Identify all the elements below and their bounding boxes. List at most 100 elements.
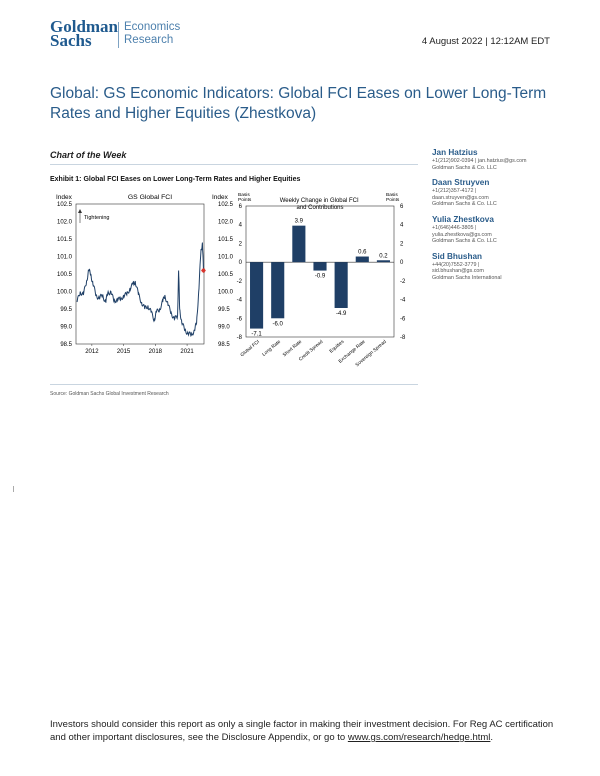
goldman-sachs-logo: Goldman Sachs — [50, 17, 119, 50]
line-chart-ytick-left: 100.5 — [57, 272, 73, 278]
contact-name[interactable]: Yulia Zhestkova — [432, 214, 494, 224]
line-chart-xtick: 2012 — [85, 349, 99, 355]
bar-chart-ylabel-right-line2: Points — [386, 197, 400, 203]
bar-credit-spread — [313, 262, 327, 271]
line-chart-xtick: 2021 — [180, 349, 194, 355]
line-chart-ytick-right: 98.5 — [218, 342, 230, 348]
bar-value-label: -4.9 — [336, 311, 347, 317]
latest-value-marker — [201, 268, 206, 273]
bar-category-label: Short Rate — [282, 339, 304, 359]
line-chart-ytick-left: 101.0 — [57, 255, 73, 261]
author-contacts: Jan Hatzius +1(212)902-0394 | jan.hatziu… — [432, 148, 572, 289]
dept-line1: Economics — [124, 21, 181, 33]
line-chart-ytick-right: 100.5 — [218, 272, 234, 278]
bar-chart-ytick-left: -2 — [237, 279, 243, 285]
bar-value-label: -6.0 — [273, 321, 284, 327]
bar-exchange-rate — [355, 256, 369, 263]
bar-chart-ytick-left: -6 — [237, 316, 243, 322]
bar-chart-frame — [245, 205, 395, 338]
contact-line[interactable]: +1(212)902-0394 | jan.hatzius@gs.com — [432, 158, 527, 164]
contact-line[interactable]: daan.struyven@gs.com — [432, 194, 489, 201]
line-chart-ytick-left: 102.5 — [57, 202, 73, 208]
contact-card: Daan Struyven +1(212)357-4172 | daan.str… — [432, 178, 572, 208]
contact-card: Jan Hatzius +1(212)902-0394 | jan.hatziu… — [432, 148, 572, 171]
line-chart-ytick-right: 102.0 — [218, 220, 234, 226]
bar-long-rate — [271, 262, 285, 319]
bar-chart-ytick-left: -4 — [237, 298, 243, 304]
bar-category-label: Global FCI — [239, 339, 260, 358]
disclaimer-text: Investors should consider this report as… — [50, 719, 554, 743]
contact-line[interactable]: sid.bhushan@gs.com — [432, 268, 484, 275]
line-chart-ytick-left: 99.0 — [60, 325, 72, 331]
disclaimer-end: . — [490, 732, 494, 743]
contact-line: +1(212)357-4172 | — [432, 188, 477, 195]
contact-line: Goldman Sachs & Co. LLC — [432, 164, 497, 171]
line-chart-ytick-left: 99.5 — [60, 307, 72, 313]
bar-chart-ylabel-right: Basis Points — [386, 192, 400, 203]
bar-chart-ylabel-left-line1: Basis — [238, 192, 250, 198]
contact-line: Goldman Sachs & Co. LLC — [432, 238, 497, 245]
bar-chart-ytick-left: 0 — [239, 260, 243, 266]
bar-value-label: 0.6 — [358, 250, 367, 256]
logo-divider — [118, 22, 119, 48]
line-chart-ylabel-right: Index — [212, 194, 229, 201]
bar-chart-ytick-right: 6 — [400, 204, 404, 210]
line-chart-xtick: 2015 — [117, 349, 131, 355]
bar-chart-ytick-left: 2 — [239, 241, 243, 247]
bar-chart-ytick-left: -8 — [237, 335, 243, 341]
logo-line1: Goldman — [50, 17, 119, 36]
line-chart-ytick-left: 102.0 — [57, 220, 73, 226]
report-title: Global: GS Economic Indicators: Global F… — [50, 85, 547, 122]
bar-chart-ytick-right: 2 — [400, 241, 404, 247]
bar-value-label: 0.2 — [379, 253, 388, 259]
exhibit-charts: Index Index GS Global FCI Tightening 102… — [56, 192, 406, 368]
bar-chart-ytick-right: -2 — [400, 279, 406, 285]
weekly-change-bar-chart: Basis Points Basis Points Weekly Change … — [237, 192, 406, 368]
contact-line[interactable]: yulia.zhestkova@gs.com — [432, 231, 492, 238]
bar-value-label: -7.1 — [251, 332, 262, 338]
line-chart-ylabel-left: Index — [56, 194, 73, 201]
line-chart-ytick-left: 100.0 — [57, 290, 73, 296]
section-divider — [50, 164, 418, 165]
bar-chart-ytick-right: 0 — [400, 260, 404, 266]
bar-chart-ytick-left: 4 — [239, 223, 243, 229]
bar-chart-title-line2: and Contributions — [296, 205, 343, 211]
bar-global-fci — [250, 262, 264, 329]
bar-equities — [334, 262, 348, 308]
logo-line2: Sachs — [50, 31, 92, 50]
contact-card: Yulia Zhestkova +1(646)446-3805 | yulia.… — [432, 215, 572, 245]
contact-name[interactable]: Sid Bhushan — [432, 251, 483, 261]
bar-chart-ytick-right: -4 — [400, 298, 406, 304]
bar-value-label: -0.9 — [315, 274, 326, 280]
line-chart-ytick-right: 99.5 — [218, 307, 230, 313]
bar-chart-ylabel-right-line1: Basis — [386, 192, 398, 198]
line-chart-title: GS Global FCI — [128, 194, 172, 201]
bar-chart-ylabel-left: Basis Points — [238, 192, 252, 203]
bar-chart-title-line1: Weekly Change in Global FCI — [280, 198, 359, 204]
contact-name[interactable]: Daan Struyven — [432, 178, 490, 188]
contact-line: +44(20)7552-3779 | — [432, 261, 480, 268]
contact-card: Sid Bhushan +44(20)7552-3779 | sid.bhush… — [432, 252, 572, 282]
fci-series-line — [76, 242, 204, 337]
tightening-arrowhead — [78, 209, 82, 213]
fci-line-chart: Index Index GS Global FCI Tightening 102… — [56, 194, 234, 355]
line-chart-ytick-left: 101.5 — [57, 237, 73, 243]
department-name: Economics Research — [124, 21, 180, 47]
exhibit-title: Exhibit 1: Global FCI Eases on Lower Lon… — [50, 176, 301, 183]
contact-line: Goldman Sachs International — [432, 274, 502, 281]
bar-category-label: Equities — [328, 339, 345, 355]
line-chart-ytick-right: 100.0 — [218, 290, 234, 296]
disclosure-link[interactable]: www.gs.com/research/hedge.html — [347, 732, 491, 743]
chart-source: Source: Goldman Sachs Global Investment … — [50, 391, 169, 397]
exhibit-divider — [50, 384, 418, 385]
bar-chart-ytick-left: 6 — [239, 204, 243, 210]
bar-short-rate — [292, 225, 306, 263]
line-chart-ytick-right: 101.0 — [218, 255, 234, 261]
margin-mark — [13, 486, 14, 492]
report-date: 4 August 2022 | 12:12AM EDT — [421, 36, 550, 47]
line-chart-frame — [75, 203, 205, 345]
contact-line: Goldman Sachs & Co. LLC — [432, 201, 497, 208]
bar-value-label: 3.9 — [295, 219, 304, 225]
bar-chart-title: Weekly Change in Global FCI and Contribu… — [280, 198, 361, 211]
contact-name[interactable]: Jan Hatzius — [432, 148, 478, 157]
